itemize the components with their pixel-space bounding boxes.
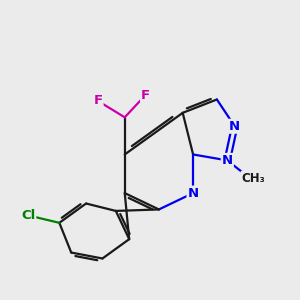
Text: N: N — [229, 120, 240, 133]
Text: Cl: Cl — [21, 209, 35, 222]
Text: N: N — [222, 154, 233, 167]
Text: F: F — [141, 88, 150, 101]
Text: N: N — [188, 187, 199, 200]
Text: F: F — [93, 94, 103, 107]
Text: CH₃: CH₃ — [242, 172, 265, 185]
